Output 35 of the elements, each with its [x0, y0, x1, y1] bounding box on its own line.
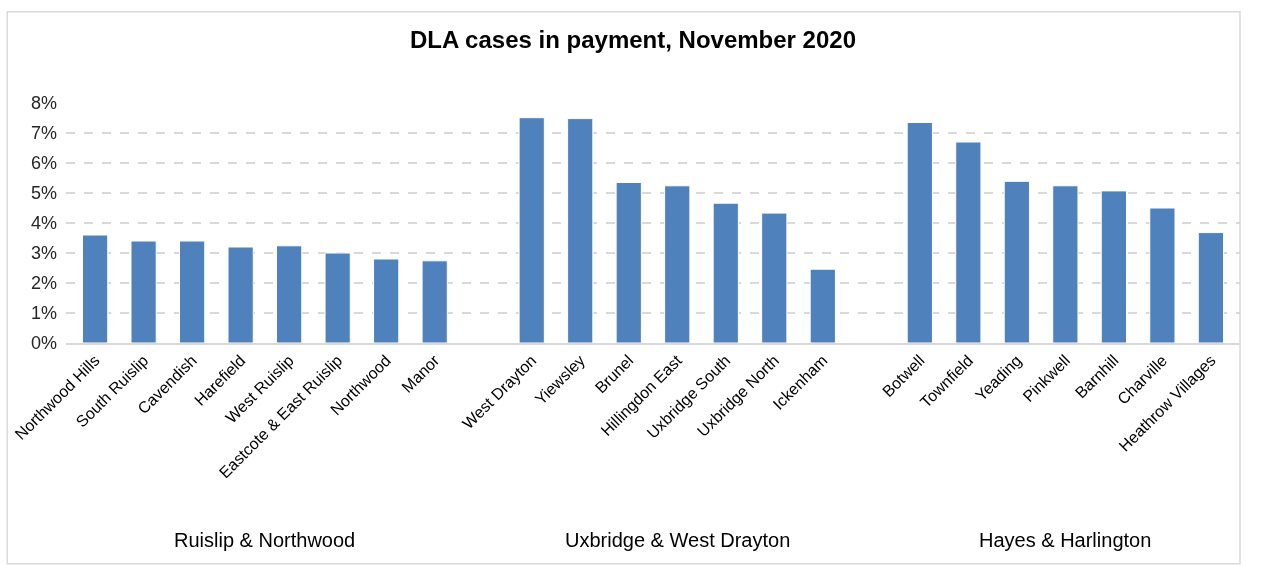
bar: [130, 240, 157, 343]
bar: [567, 118, 594, 343]
y-tick-label: 1%: [30, 303, 57, 324]
bar: [276, 245, 303, 343]
text: Hayes & Harlington: [979, 529, 1152, 551]
bar: [1149, 207, 1176, 343]
y-tick-label: 4%: [30, 213, 57, 234]
text: Ruislip & Northwood: [174, 529, 356, 551]
bar: [227, 246, 254, 343]
y-tick-label: 7%: [30, 123, 57, 144]
y-tick-label: 0%: [30, 333, 57, 354]
bar: [615, 182, 642, 343]
bar: [1100, 190, 1127, 343]
y-tick-label: 3%: [30, 243, 57, 264]
bar: [373, 258, 400, 343]
bar: [809, 268, 836, 343]
text: Uxbridge & West Drayton: [565, 529, 791, 551]
chart-title: DLA cases in payment, November 2020: [410, 26, 856, 54]
y-tick-label: 6%: [30, 153, 57, 174]
bar: [179, 240, 206, 343]
bar: [1003, 180, 1030, 343]
y-tick-label: 8%: [30, 93, 57, 114]
bar: [81, 234, 109, 343]
bar: [664, 185, 691, 343]
bar: [518, 117, 545, 343]
bar: [324, 252, 351, 343]
bar: [906, 122, 933, 343]
bar: [1052, 185, 1079, 343]
y-tick-label: 5%: [30, 183, 57, 204]
bar: [712, 202, 739, 343]
bar: [421, 260, 448, 343]
bar: [955, 141, 982, 343]
bar: [761, 212, 788, 343]
bar: [1197, 232, 1225, 343]
y-tick-label: 2%: [30, 273, 57, 294]
